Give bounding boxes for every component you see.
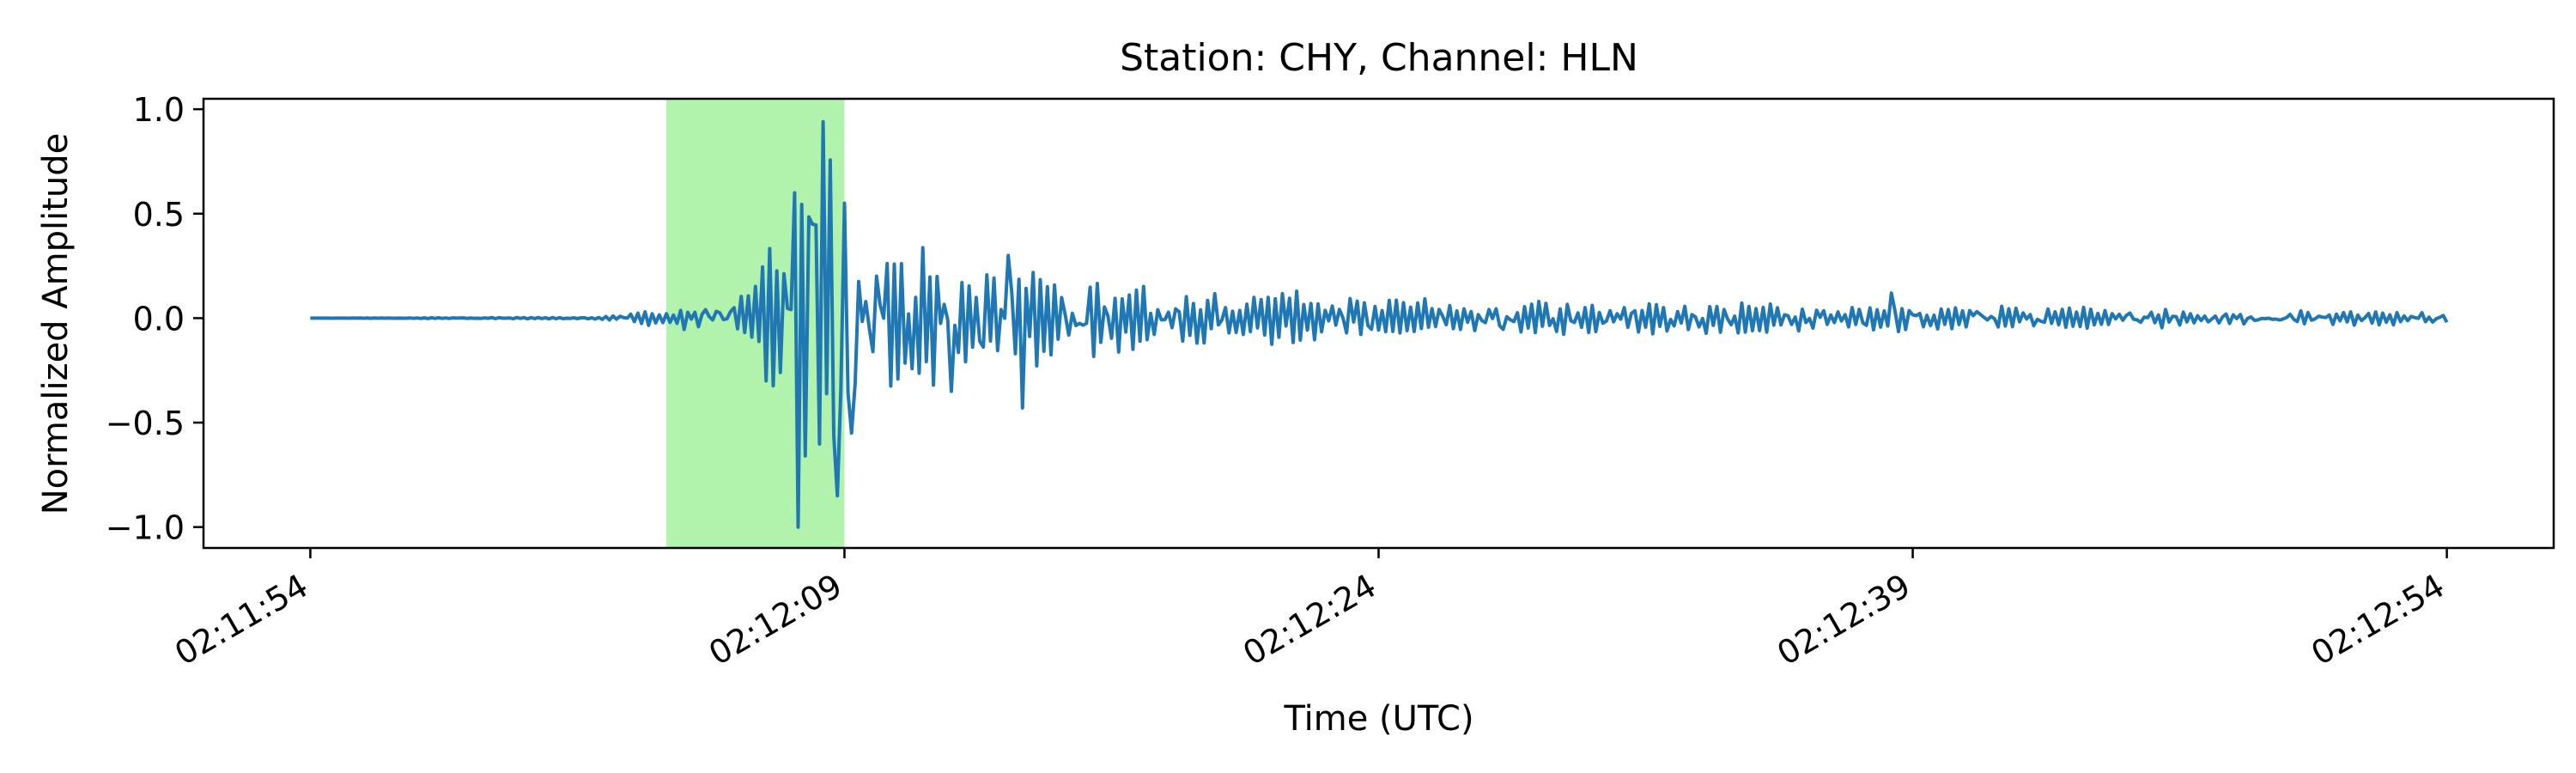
- x-axis-label: Time (UTC): [1283, 699, 1473, 739]
- y-axis-ticks: 1.0 0.5 0.0 −0.5 −1.0: [106, 91, 204, 547]
- chart-title: Station: CHY, Channel: HLN: [1120, 36, 1638, 80]
- y-tick-label: 0.0: [133, 300, 185, 338]
- y-tick-label: −1.0: [106, 509, 185, 547]
- series-layer: [310, 119, 2449, 529]
- y-tick-label: 0.5: [133, 196, 185, 234]
- y-tick-label: 1.0: [133, 91, 185, 129]
- y-axis-label: Normalized Amplitude: [36, 133, 76, 515]
- y-tick-label: −0.5: [106, 405, 185, 442]
- series-line-0: [310, 119, 2449, 529]
